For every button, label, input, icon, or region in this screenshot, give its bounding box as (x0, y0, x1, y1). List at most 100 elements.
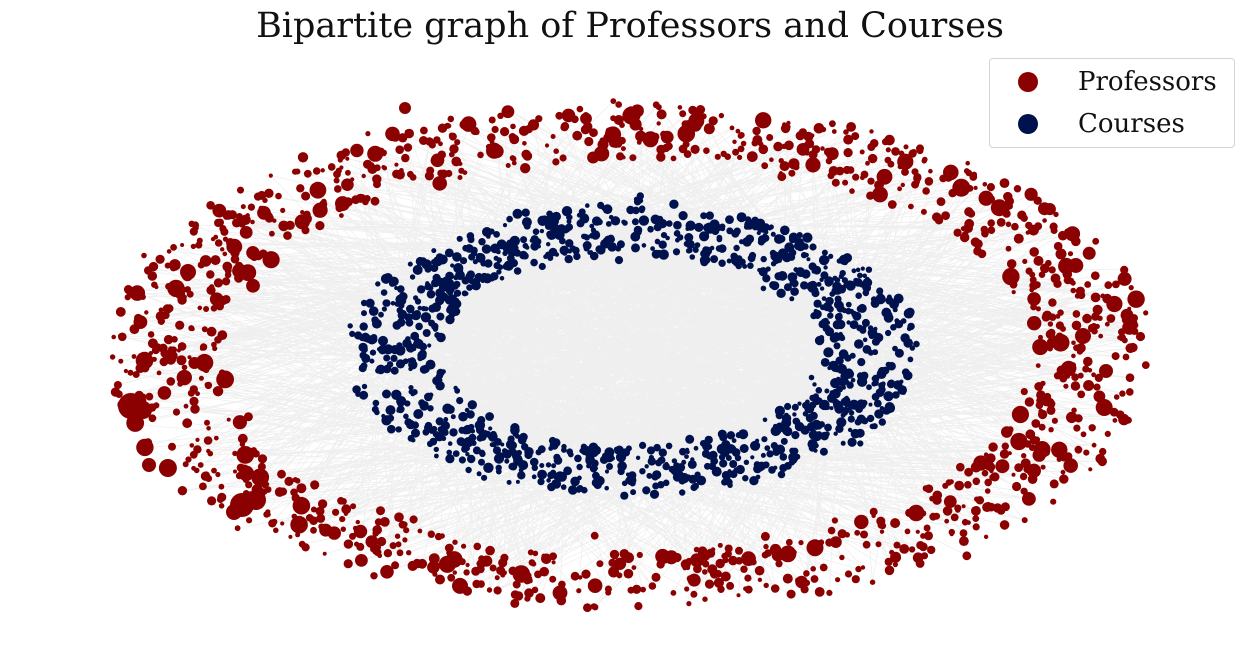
course-node (784, 402, 792, 411)
professor-node (1047, 321, 1054, 327)
professor-node (489, 139, 495, 145)
legend-item-professors: Professors (990, 63, 1236, 101)
professor-node (505, 163, 511, 168)
course-node (829, 406, 834, 411)
professor-node-layer (109, 98, 1150, 613)
professor-node (1091, 442, 1097, 448)
course-node (822, 255, 830, 264)
course-node (390, 366, 399, 375)
course-node (822, 324, 831, 333)
course-node (470, 428, 476, 434)
professor-node (920, 552, 929, 560)
course-node (729, 470, 738, 479)
professor-node (956, 462, 965, 472)
professor-node (420, 126, 428, 135)
course-node (535, 449, 542, 456)
course-node (845, 301, 852, 308)
course-node (550, 469, 557, 476)
course-node (434, 453, 439, 459)
course-node (523, 446, 529, 452)
professor-node (113, 381, 122, 389)
course-node (466, 410, 475, 419)
professor-node (310, 526, 317, 534)
professor-node (785, 538, 793, 546)
course-node (802, 232, 813, 243)
course-node (652, 482, 660, 490)
course-node (435, 295, 445, 306)
professor-node (350, 503, 357, 510)
course-node (408, 343, 414, 349)
course-node (368, 306, 379, 317)
professor-node (232, 218, 242, 228)
course-node (547, 255, 554, 261)
course-node (788, 232, 799, 242)
professor-node (376, 506, 385, 516)
course-node (710, 255, 719, 264)
course-node (450, 414, 456, 420)
professor-node (763, 543, 769, 550)
professor-node (964, 481, 972, 489)
course-node (496, 239, 507, 250)
professor-node (212, 203, 227, 218)
professor-node (292, 517, 301, 526)
course-node (891, 302, 898, 308)
professor-node (1067, 251, 1074, 257)
professor-node (142, 458, 156, 472)
professor-node (1001, 442, 1009, 450)
professor-node (205, 475, 213, 482)
course-node (690, 483, 698, 492)
course-node (772, 423, 778, 429)
professor-node (717, 542, 723, 548)
course-node (531, 474, 537, 480)
course-node (576, 463, 583, 471)
course-node (826, 349, 832, 355)
professor-node (1092, 237, 1100, 245)
course-node (775, 444, 786, 455)
professor-node (501, 105, 515, 119)
professor-node (341, 148, 350, 157)
professor-node (986, 183, 996, 192)
professor-node (656, 121, 661, 126)
course-node (736, 212, 747, 223)
course-node (421, 401, 429, 409)
professor-node (191, 221, 200, 229)
professor-node (199, 482, 207, 491)
professor-node (189, 443, 195, 448)
professor-node (1033, 255, 1044, 266)
professor-node (746, 151, 758, 163)
course-node (758, 235, 767, 244)
course-node (646, 446, 656, 455)
course-node (589, 223, 595, 229)
professor-node (220, 247, 225, 252)
professor-node (1112, 280, 1120, 289)
professor-node (623, 568, 634, 579)
professor-node (257, 462, 266, 471)
professor-node (1083, 449, 1090, 456)
course-node (894, 348, 904, 358)
course-node (621, 448, 631, 457)
course-node (789, 296, 795, 302)
course-node (449, 428, 458, 437)
professor-node (509, 155, 516, 161)
course-node (513, 267, 522, 275)
professor-node (973, 239, 983, 249)
course-node (546, 478, 551, 483)
professor-node (261, 480, 269, 489)
course-node (900, 318, 907, 324)
course-node (347, 323, 353, 329)
professor-node (672, 552, 682, 563)
course-node (726, 431, 736, 440)
professor-node (621, 155, 626, 160)
professor-node (310, 506, 317, 513)
professor-node (964, 467, 973, 477)
course-node (519, 250, 528, 260)
professor-node (843, 148, 853, 158)
professor-node (831, 517, 839, 524)
professor-node (290, 515, 308, 534)
course-node (665, 442, 673, 450)
course-node (434, 332, 441, 339)
course-node (726, 258, 732, 264)
professor-node (555, 111, 564, 120)
professor-node (1043, 392, 1052, 401)
course-node (885, 296, 894, 305)
